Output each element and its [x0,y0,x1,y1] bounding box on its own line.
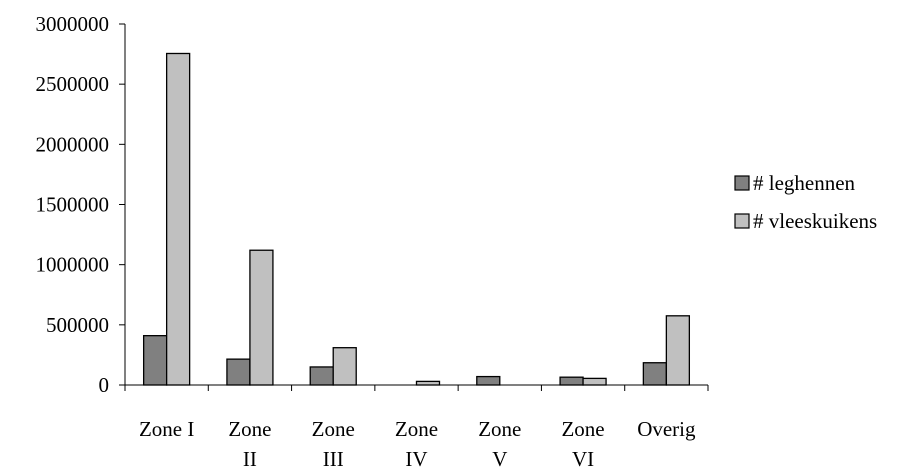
x-tick-label: Zone VI [561,417,604,471]
y-tick-label: 0 [99,373,110,397]
y-tick-label: 2000000 [36,132,110,156]
x-tick-label: Zone V [478,417,521,471]
axes-group [124,24,708,386]
x-tick-label: Zone IV [395,417,438,471]
y-tick-label: 3000000 [36,12,110,36]
bar [249,249,274,386]
x-tick-label: Zone II [228,417,271,471]
bar [642,362,668,386]
bar [309,366,334,386]
legend-swatch [734,213,750,229]
legend: # leghennen # vleeskuikens [734,171,877,233]
legend-label: # vleeskuikens [753,209,877,233]
y-tick-label: 2500000 [36,72,110,96]
bar [226,358,251,386]
bar [665,315,691,386]
y-tick-label: 1000000 [36,253,110,277]
bar [582,377,607,386]
bar [165,52,191,386]
bar [332,347,357,386]
x-tick-label: Zone III [312,417,355,471]
legend-label: # leghennen [753,171,856,195]
bar [476,375,501,386]
y-tick-label: 500000 [46,313,109,337]
bar [142,335,168,386]
bar [559,376,584,386]
bar [415,380,441,386]
x-ticks-group: Zone I Zone II Zone III Zone IV Zone V Zone VI Over… [124,385,709,471]
y-ticks-group: 0 500000 1000000 1500000 2000000 2500000 30000… [36,12,125,397]
x-tick-label: Zone I [139,417,194,441]
x-tick-label: Overig [637,417,696,441]
legend-swatch [734,175,750,191]
bars-group [142,52,691,386]
y-tick-label: 1500000 [36,193,110,217]
